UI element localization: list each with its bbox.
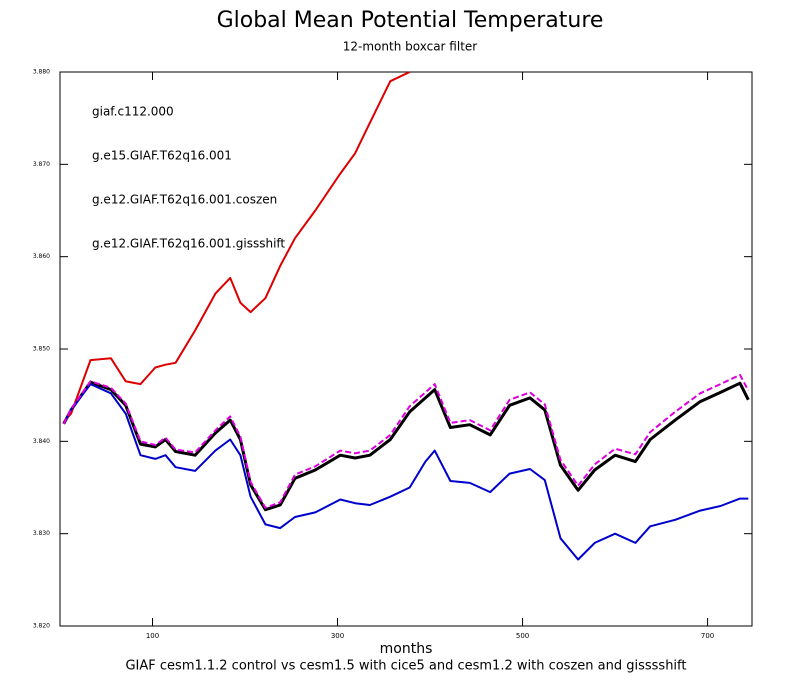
y-tick-label: 3.830 — [33, 530, 50, 537]
x-axis-label: months — [380, 641, 433, 657]
y-tick-label: 3.840 — [33, 438, 50, 445]
series-line — [62, 71, 411, 423]
legend-label: g.e12.GIAF.T62q16.001.coszen — [92, 193, 277, 207]
chart-subtitle: 12-month boxcar filter — [343, 40, 478, 54]
x-tick-label: 500 — [516, 632, 529, 640]
legend-label: giaf.c112.000 — [92, 105, 174, 119]
chart-title: Global Mean Potential Temperature — [217, 8, 604, 33]
x-tick-label: 100 — [146, 632, 159, 640]
legend-label: g.e12.GIAF.T62q16.001.gissshift — [92, 237, 285, 251]
y-tick-label: 3.880 — [33, 69, 50, 76]
series-line — [62, 373, 750, 509]
footer: GIAF cesm1.1.2 control vs cesm1.5 with c… — [125, 659, 686, 674]
x-tick-label: 700 — [701, 632, 714, 640]
legend-label: g.e15.GIAF.T62q16.001 — [92, 149, 232, 163]
y-tick-label: 3.850 — [33, 346, 50, 353]
series-line — [62, 380, 750, 512]
y-tick-label: 3.870 — [33, 161, 50, 168]
y-tick-label: 3.820 — [33, 623, 50, 630]
series-line — [62, 383, 749, 561]
x-tick-label: 300 — [331, 632, 344, 640]
y-tick-label: 3.860 — [33, 253, 50, 260]
